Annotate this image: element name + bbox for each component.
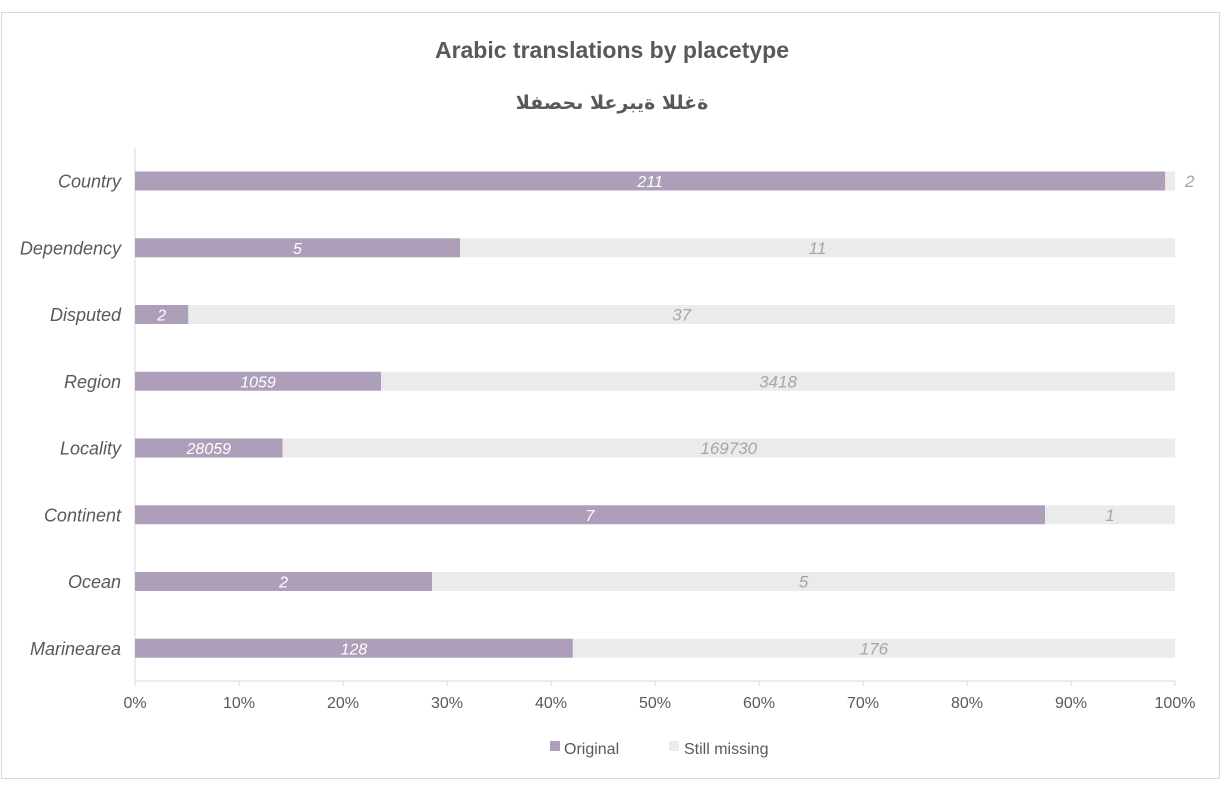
bar-original bbox=[135, 438, 283, 458]
data-label-original: 1059 bbox=[240, 374, 276, 391]
chart-title: Arabic translations by placetype bbox=[434, 37, 790, 63]
category-label: Country bbox=[58, 172, 122, 192]
bar-original bbox=[135, 572, 433, 591]
bar-still-missing bbox=[188, 305, 1176, 324]
category-label: Locality bbox=[60, 439, 122, 459]
bar-original bbox=[135, 171, 1166, 191]
x-tick-label: 50% bbox=[639, 695, 671, 712]
x-tick-label: 70% bbox=[847, 695, 879, 712]
bar-original bbox=[135, 238, 460, 258]
bar-still-missing bbox=[432, 572, 1176, 591]
bar-original bbox=[135, 371, 382, 391]
bar-original bbox=[135, 505, 1045, 525]
bar-still-missing bbox=[572, 638, 1175, 658]
x-tick-label: 40% bbox=[535, 695, 567, 712]
bar-original bbox=[135, 638, 573, 658]
bar-still-missing bbox=[1165, 171, 1175, 191]
data-label-still-missing: 11 bbox=[809, 239, 827, 258]
legend-swatch-still-missing bbox=[669, 741, 679, 751]
x-tick-label: 100% bbox=[1155, 695, 1196, 712]
bar-still-missing bbox=[1045, 505, 1175, 525]
data-label-still-missing: 5 bbox=[799, 573, 809, 592]
chart-subtitle: ةغللا ةيبرعلا ىحصفلا bbox=[515, 92, 709, 114]
legend-swatch-original bbox=[550, 741, 560, 751]
category-label: Marinearea bbox=[30, 639, 121, 659]
x-tick-label: 90% bbox=[1055, 695, 1087, 712]
data-label-original: 211 bbox=[636, 174, 663, 191]
x-tick-label: 20% bbox=[327, 695, 359, 712]
category-label: Region bbox=[64, 372, 121, 392]
x-tick-label: 80% bbox=[951, 695, 983, 712]
x-tick-label: 60% bbox=[743, 695, 775, 712]
category-label: Ocean bbox=[68, 572, 121, 592]
category-label: Disputed bbox=[50, 305, 122, 325]
data-label-still-missing: 169730 bbox=[700, 439, 757, 458]
bar-still-missing bbox=[381, 371, 1175, 391]
data-label-still-missing: 3418 bbox=[759, 372, 797, 391]
x-tick-label: 10% bbox=[223, 695, 255, 712]
data-label-still-missing: 1 bbox=[1105, 506, 1114, 525]
bar-still-missing bbox=[460, 238, 1175, 258]
data-label-still-missing: 37 bbox=[672, 306, 691, 325]
category-label: Dependency bbox=[20, 238, 122, 258]
data-label-still-missing: 176 bbox=[860, 639, 889, 658]
data-label-still-missing: 2 bbox=[1184, 172, 1195, 191]
data-label-original: 128 bbox=[341, 641, 368, 658]
bar-still-missing bbox=[282, 438, 1175, 458]
data-label-original: 28059 bbox=[186, 441, 232, 458]
legend-label-original: Original bbox=[564, 741, 619, 758]
data-label-original: 2 bbox=[278, 575, 288, 592]
data-label-original: 5 bbox=[293, 241, 302, 258]
x-tick-label: 30% bbox=[431, 695, 463, 712]
bar-original bbox=[135, 305, 189, 324]
data-label-original: 2 bbox=[156, 308, 166, 325]
data-label-original: 7 bbox=[586, 508, 596, 525]
legend-label-still-missing: Still missing bbox=[684, 741, 768, 758]
x-tick-label: 0% bbox=[123, 695, 146, 712]
category-label: Continent bbox=[44, 505, 122, 525]
